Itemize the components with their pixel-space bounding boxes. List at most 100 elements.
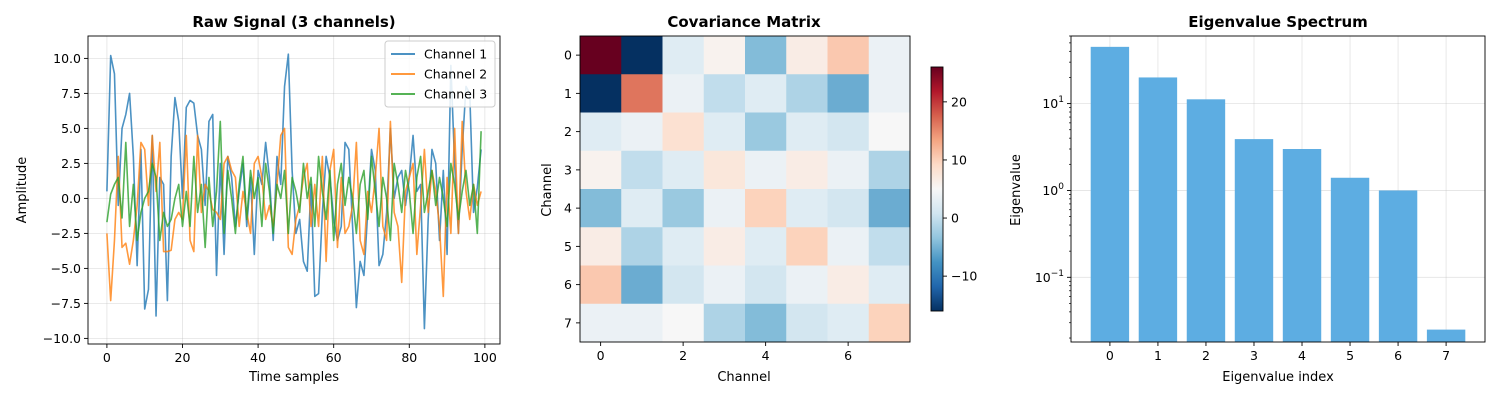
y-tick-label: 1 — [564, 86, 572, 101]
y-tick-label: 7.5 — [61, 86, 81, 101]
y-tick-label: 6 — [564, 277, 572, 292]
heatmap-cell — [580, 74, 622, 113]
colorbar-tick-label: −10 — [951, 269, 977, 284]
heatmap-cell — [827, 227, 870, 266]
heatmap-cell — [703, 227, 746, 266]
colorbar-ticks: −10 0 10 20 — [943, 94, 977, 284]
colorbar-tick-label: 0 — [951, 211, 959, 226]
heatmap-cell — [662, 189, 705, 228]
heatmap-cell — [662, 36, 705, 75]
heatmap-cell — [621, 112, 663, 152]
signal-panel: Raw Signal (3 channels) Time samples Amp… — [15, 13, 501, 385]
heatmap-cell — [703, 150, 746, 190]
heatmap-cell — [621, 74, 663, 113]
eigenvalue-bar — [1186, 99, 1226, 343]
heatmap-cell — [745, 150, 787, 190]
y-tick-label: −10.0 — [43, 331, 81, 346]
x-tick-label: 6 — [1394, 348, 1402, 363]
y-tick-label: 0 — [564, 48, 572, 63]
heatmap-cell — [745, 227, 787, 266]
eigenvalue-panel: Eigenvalue Spectrum Eigenvalue index Eig… — [1009, 13, 1486, 385]
heatmap-cell — [868, 150, 911, 190]
signal-y-axis-label: Amplitude — [15, 157, 30, 224]
eigenvalue-bar — [1282, 149, 1322, 342]
y-tick-label: 3 — [564, 162, 572, 177]
x-tick-label: 4 — [1298, 348, 1306, 363]
x-tick-label: 7 — [1442, 348, 1450, 363]
eigenvalue-bar — [1330, 177, 1370, 342]
heatmap-cell — [786, 303, 828, 343]
heatmap-cell — [827, 189, 870, 228]
heatmap-cell — [580, 112, 622, 152]
eigenvalue-bar — [1426, 329, 1466, 342]
x-tick-label: 6 — [844, 348, 852, 363]
signal-lines — [106, 53, 482, 330]
covariance-plot-frame — [579, 35, 911, 343]
heatmap-cell — [662, 303, 705, 343]
heatmap-cell — [662, 150, 705, 190]
heatmap-cell — [868, 303, 911, 343]
eigenvalue-grid — [1071, 36, 1485, 342]
y-tick-label: −2.5 — [51, 226, 81, 241]
heatmap-cell — [703, 74, 746, 113]
heatmap-cell — [868, 227, 911, 266]
y-tick-label: 0.0 — [61, 191, 81, 206]
x-tick-label: 2 — [1202, 348, 1210, 363]
heatmap-cell — [621, 265, 663, 305]
heatmap-cell — [580, 150, 622, 190]
covariance-chart-title: Covariance Matrix — [667, 13, 821, 31]
eigenvalue-bar — [1138, 77, 1178, 343]
heatmap-cell — [868, 74, 911, 113]
x-tick-label: 0 — [103, 350, 111, 365]
heatmap-cell — [703, 36, 746, 75]
y-tick-label: 101 — [1042, 95, 1064, 111]
heatmap-cell — [580, 303, 622, 343]
x-tick-label: 5 — [1346, 348, 1354, 363]
y-tick-label: −5.0 — [51, 261, 81, 276]
heatmap-cell — [621, 189, 663, 228]
x-tick-label: 40 — [250, 350, 266, 365]
heatmap-cell — [662, 112, 705, 152]
heatmap-cell — [745, 36, 787, 75]
x-tick-label: 1 — [1154, 348, 1162, 363]
series-line-channel-3 — [106, 120, 482, 249]
covariance-cells — [580, 36, 911, 343]
heatmap-cell — [786, 189, 828, 228]
x-tick-label: 0 — [1106, 348, 1114, 363]
heatmap-cell — [786, 265, 828, 305]
x-tick-label: 100 — [473, 350, 497, 365]
signal-chart-title: Raw Signal (3 channels) — [192, 13, 395, 31]
series-line-channel-2 — [106, 120, 482, 302]
legend-label-channel-1: Channel 1 — [424, 47, 487, 62]
eigenvalue-plot-frame — [1070, 35, 1486, 343]
heatmap-cell — [621, 227, 663, 266]
heatmap-cell — [703, 189, 746, 228]
heatmap-cell — [745, 112, 787, 152]
heatmap-cell — [662, 227, 705, 266]
y-tick-label: 10.0 — [53, 51, 81, 66]
signal-ticks: 0 20 40 60 80 100 −10.0 −7.5 −5.0 −2.5 0.0 2.5 5.0 7.… — [43, 51, 497, 365]
eigenvalue-y-axis-label: Eigenvalue — [1009, 154, 1024, 226]
heatmap-cell — [827, 265, 870, 305]
heatmap-cell — [703, 265, 746, 305]
eigenvalue-chart-title: Eigenvalue Spectrum — [1188, 13, 1368, 31]
heatmap-cell — [786, 150, 828, 190]
y-tick-label: 5.0 — [61, 121, 81, 136]
heatmap-cell — [868, 265, 911, 305]
y-tick-label: 7 — [564, 315, 572, 330]
heatmap-cell — [745, 189, 787, 228]
x-tick-label: 80 — [401, 350, 417, 365]
heatmap-cell — [745, 74, 787, 113]
heatmap-cell — [703, 303, 746, 343]
heatmap-cell — [703, 112, 746, 152]
signal-legend: Channel 1 Channel 2 Channel 3 — [384, 40, 496, 108]
x-tick-label: 20 — [175, 350, 191, 365]
heatmap-cell — [621, 36, 663, 75]
y-tick-label: 4 — [564, 201, 572, 216]
signal-plot-frame — [87, 35, 501, 345]
signal-x-axis-label: Time samples — [248, 370, 339, 385]
legend-label-channel-2: Channel 2 — [424, 67, 487, 82]
y-tick-label: 5 — [564, 239, 572, 254]
eigenvalue-bar — [1234, 139, 1274, 342]
